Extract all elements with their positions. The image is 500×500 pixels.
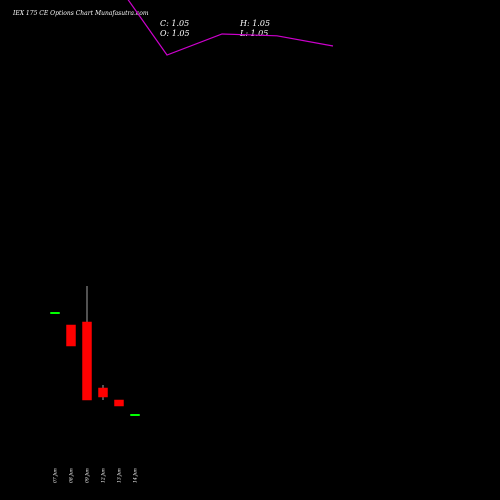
candle	[66, 324, 76, 347]
candle	[114, 399, 124, 407]
low-readout: L: 1.05	[239, 29, 268, 38]
candle-body	[130, 414, 140, 416]
x-tick-label: 09 Jun	[85, 468, 91, 483]
chart-title: IEX 175 CE Options Chart Munafasutra.com	[12, 10, 149, 17]
candle-body	[98, 387, 108, 398]
candle	[50, 312, 60, 314]
close-readout: C: 1.05	[160, 19, 189, 28]
open-readout: O: 1.05	[160, 29, 190, 38]
x-tick-label: 08 Jun	[69, 468, 75, 483]
candle-body	[82, 321, 92, 401]
x-tick-label: 13 Jun	[117, 468, 123, 483]
candle	[82, 286, 92, 401]
band-lines	[127, 0, 334, 56]
candle-body	[66, 324, 76, 347]
high-readout: H: 1.05	[239, 19, 270, 28]
x-tick-label: 12 Jun	[101, 468, 107, 483]
x-tick-label: 14 Jun	[133, 468, 139, 483]
candle-body	[50, 312, 60, 314]
candles	[50, 286, 140, 416]
x-axis-ticks: 07 Jun 08 Jun 09 Jun 12 Jun 13 Jun 14 Jun	[53, 468, 139, 483]
lower-band-line	[127, 0, 334, 56]
candle	[130, 414, 140, 416]
candle	[98, 385, 108, 400]
x-tick-label: 07 Jun	[53, 468, 59, 483]
candle-body	[114, 399, 124, 407]
